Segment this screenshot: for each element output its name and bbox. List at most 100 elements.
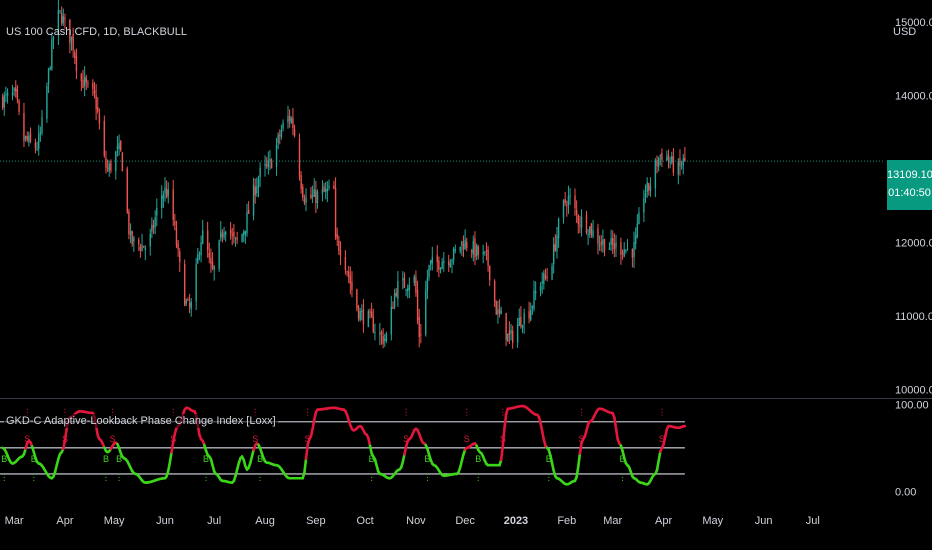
candle-body xyxy=(505,313,507,340)
indicator-segment xyxy=(657,450,662,463)
candle-body xyxy=(288,115,291,121)
currency-label: USD xyxy=(893,26,917,38)
candle-body xyxy=(370,311,373,318)
candle-body xyxy=(431,257,434,264)
candle-body xyxy=(3,95,5,108)
candle-body xyxy=(418,317,420,337)
candle-body xyxy=(634,235,637,244)
candle-body xyxy=(390,306,393,335)
candle-body xyxy=(402,278,404,281)
candle-body xyxy=(598,244,601,247)
candle-body xyxy=(623,249,625,257)
candle-body xyxy=(587,234,589,236)
x-axis-tick-label: Apr xyxy=(56,515,73,527)
indicator-segment xyxy=(539,421,544,433)
candle-body xyxy=(448,261,450,266)
indicator-segment xyxy=(499,444,505,462)
candle-body xyxy=(395,292,397,297)
symbol-title: US 100 Cash CFD, 1D, BLACKBULL xyxy=(6,26,187,38)
indicator-segment xyxy=(367,436,372,447)
candle-body xyxy=(638,212,640,225)
candle-body xyxy=(518,317,520,326)
candle-body xyxy=(577,215,579,225)
candle-body xyxy=(275,144,278,167)
candle-body xyxy=(64,17,66,20)
bar-countdown: 01:40:50 xyxy=(888,187,931,199)
candle-body xyxy=(539,285,542,291)
candle-body xyxy=(385,333,388,342)
candle-body xyxy=(338,240,340,251)
candle-body xyxy=(426,278,429,292)
price-axis-tick-label: 11000.00 xyxy=(895,311,932,323)
candle-body xyxy=(551,265,553,280)
candle-body xyxy=(11,92,14,96)
candle-body xyxy=(552,244,555,265)
candle-body xyxy=(298,138,301,177)
indicator-axis-tick-label: 100.00 xyxy=(895,399,929,411)
candle-body xyxy=(256,186,258,194)
candle-body xyxy=(667,154,670,161)
candle-body xyxy=(221,234,224,237)
x-axis-tick-label: Feb xyxy=(557,515,576,527)
price-axis-tick-label: 10000.00 xyxy=(895,385,932,397)
sell-signal-label: S xyxy=(305,434,311,444)
candle-body xyxy=(361,311,363,313)
candle-body xyxy=(420,334,422,336)
buy-signal-label: B xyxy=(31,454,37,464)
candle-body xyxy=(579,225,581,227)
candle-body xyxy=(661,152,663,161)
candle-body xyxy=(224,231,227,235)
candle-body xyxy=(626,248,629,250)
candle-body xyxy=(139,246,142,251)
candle-body xyxy=(474,238,476,258)
candle-body xyxy=(93,90,96,94)
candle-body xyxy=(75,56,78,72)
indicator-segment xyxy=(613,416,618,430)
candle-body xyxy=(80,74,83,81)
candle-body xyxy=(167,189,169,196)
candle-body xyxy=(482,252,484,255)
candle-body xyxy=(108,163,110,171)
indicator-segment xyxy=(166,460,172,472)
candle-body xyxy=(118,142,120,149)
candle-body xyxy=(589,226,591,234)
candle-body xyxy=(254,186,256,196)
x-axis-tick-label: Oct xyxy=(357,515,374,527)
candle-body xyxy=(580,216,583,228)
candle-body xyxy=(246,212,248,234)
candle-body xyxy=(369,311,371,313)
candle-body xyxy=(679,158,681,166)
candle-body xyxy=(357,306,360,319)
candle-body xyxy=(459,246,461,252)
candle-body xyxy=(223,232,225,238)
candle-body xyxy=(172,189,174,220)
candle-body xyxy=(521,325,524,329)
candle-body xyxy=(321,189,324,194)
candle-body xyxy=(408,285,411,290)
candle-body xyxy=(489,265,491,281)
candle-body xyxy=(567,195,570,205)
candle-body xyxy=(443,260,445,263)
sell-signal-label: S xyxy=(464,434,470,444)
candle-body xyxy=(470,250,473,253)
buy-signal-label: B xyxy=(103,454,109,464)
candle-body xyxy=(142,245,145,248)
candle-body xyxy=(597,228,599,244)
candle-body xyxy=(566,205,568,207)
sell-signal-label: S xyxy=(659,434,665,444)
candle-body xyxy=(206,230,209,251)
candle-body xyxy=(677,160,680,175)
candle-body xyxy=(646,182,648,193)
candle-body xyxy=(13,88,15,91)
candle-body xyxy=(384,338,386,341)
candle-body xyxy=(326,189,329,192)
candle-body xyxy=(654,160,657,189)
candle-body xyxy=(500,310,502,315)
candle-body xyxy=(464,239,466,250)
candle-body xyxy=(466,241,468,248)
candle-body xyxy=(202,229,204,244)
x-axis-tick-label: Apr xyxy=(655,515,672,527)
candle-body xyxy=(183,263,186,306)
candle-body xyxy=(557,218,560,239)
